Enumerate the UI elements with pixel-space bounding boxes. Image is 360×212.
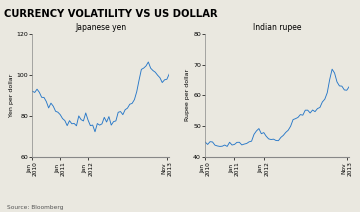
- Y-axis label: Rupee per dollar: Rupee per dollar: [185, 69, 190, 121]
- Text: CURRENCY VOLATILITY VS US DOLLAR: CURRENCY VOLATILITY VS US DOLLAR: [4, 9, 218, 19]
- Text: Source: Bloomberg: Source: Bloomberg: [7, 205, 64, 210]
- Title: Japanese yen: Japanese yen: [75, 24, 126, 32]
- Title: Indian rupee: Indian rupee: [253, 24, 301, 32]
- Y-axis label: Yen per dollar: Yen per dollar: [9, 74, 14, 117]
